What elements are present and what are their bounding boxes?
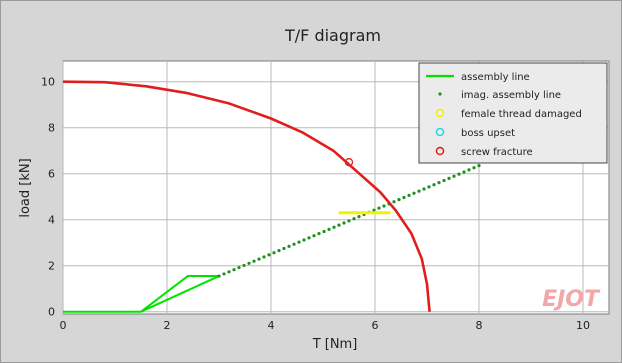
series-imag-assembly-line-point [382, 204, 386, 208]
x-tick-label: 2 [164, 319, 171, 332]
series-imag-assembly-line-point [342, 221, 346, 225]
series-imag-assembly-line-point [377, 206, 381, 210]
series-imag-assembly-line-point [282, 246, 286, 251]
series-imag-assembly-line-point [302, 238, 306, 242]
series-imag-assembly-line-point [442, 178, 446, 183]
series-imag-assembly-line-point [352, 217, 356, 221]
ejot-watermark-logo: EJOT [542, 287, 601, 312]
series-imag-assembly-line-point [237, 265, 241, 270]
series-imag-assembly-line-point [312, 234, 316, 238]
series-imag-assembly-line-point [287, 244, 291, 248]
series-imag-assembly-line-point [227, 270, 231, 274]
series-imag-assembly-line-point [347, 219, 351, 223]
series-imag-assembly-line-point [262, 255, 266, 259]
series-imag-assembly-line-point [357, 215, 361, 219]
x-tick-label: 10 [576, 319, 590, 332]
series-imag-assembly-line-point [392, 200, 396, 204]
grid-lines [62, 61, 609, 314]
series-imag-assembly-line-point [417, 189, 421, 193]
legend-swatch-screw-fracture [435, 146, 445, 156]
series-imag-assembly-line-point [327, 227, 331, 231]
series-imag-assembly-line-point [407, 193, 411, 197]
series-imag-assembly-line-point [402, 195, 406, 200]
tick-labels: 0 2 4 6 8 10 0 2 4 6 8 10 [41, 76, 590, 332]
y-tick-label: 6 [48, 168, 55, 181]
series-imag-assembly-line-point [437, 181, 441, 185]
y-axis-label: load [kN] [18, 158, 33, 217]
series-imag-assembly-line-point [432, 183, 436, 187]
legend-item-female-thread-damaged: female thread damaged [435, 108, 582, 120]
series-imag-assembly-line-point [247, 261, 251, 265]
series-imag-assembly-line-point [232, 268, 236, 272]
series-imag-assembly-line-point [242, 263, 246, 268]
legend-label-assembly-line: assembly line [461, 72, 530, 83]
x-tick-label: 4 [268, 319, 275, 332]
legend-item-screw-fracture: screw fracture [435, 146, 533, 158]
series-imag-assembly-line-point [337, 223, 341, 227]
series-imag-assembly-line-point [252, 259, 256, 263]
series-imag-assembly-line-point [472, 166, 476, 170]
series-imag-assembly-line-point [277, 248, 281, 253]
series-imag-assembly-line-point [257, 257, 261, 261]
y-tick-label: 0 [48, 306, 55, 319]
series-imag-assembly-line-point [412, 191, 416, 195]
series-imag-assembly-line-point [292, 242, 296, 246]
y-tick-label: 4 [48, 214, 55, 227]
series-imag-assembly-line-point [272, 251, 276, 255]
series-imag-assembly-line-point [267, 253, 271, 257]
x-axis-label: T [Nm] [312, 337, 358, 352]
legend-item-assembly-line: assembly line [426, 72, 530, 83]
series-imag-assembly-line-point [422, 187, 426, 191]
x-tick-label: 6 [372, 319, 379, 332]
chart-title: T/F diagram [284, 26, 381, 45]
series-imag-assembly-line-point [217, 274, 221, 278]
legend-label-boss-upset: boss upset [461, 128, 515, 139]
y-tick-label: 2 [48, 260, 55, 273]
series-imag-assembly-line-point [447, 176, 451, 180]
series-imag-assembly-line-point [297, 240, 301, 244]
legend-item-boss-upset: boss upset [435, 127, 515, 139]
series-imag-assembly-line-point [307, 236, 311, 240]
series-layer [62, 80, 481, 313]
y-tick-label: 10 [41, 76, 55, 89]
x-tick-label: 8 [476, 319, 483, 332]
series-assembly-line [63, 275, 220, 313]
series-imag-assembly-line-point [222, 272, 226, 276]
series-imag-assembly-line-point [457, 172, 461, 176]
series-imag-assembly-line-point [397, 198, 401, 202]
legend-swatch-imag-assembly-line [438, 92, 442, 96]
legend-label-screw-fracture: screw fracture [461, 147, 533, 158]
y-tick-label: 8 [48, 122, 55, 135]
series-imag-assembly-line-point [462, 170, 466, 174]
series-imag-assembly-line-point [452, 174, 456, 178]
legend-swatch-boss-upset [435, 127, 445, 137]
legend-label-imag-assembly-line: imag. assembly line [461, 90, 561, 101]
x-tick-label: 0 [60, 319, 67, 332]
legend-item-imag-assembly-line: imag. assembly line [438, 90, 561, 101]
series-screw-fracture [62, 80, 431, 312]
legend-box [418, 62, 608, 164]
legend: assembly line imag. assembly line female… [418, 62, 608, 164]
series-imag-assembly-line-point [467, 168, 471, 172]
series-screw-fracture-marker [344, 158, 354, 167]
series-imag-assembly-line-point [317, 231, 321, 236]
legend-swatch-female-thread-damaged [435, 108, 445, 118]
series-imag-assembly-line-point [372, 208, 376, 212]
series-imag-assembly-line-point [427, 185, 431, 189]
legend-label-female-thread-damaged: female thread damaged [461, 109, 582, 120]
series-imag-assembly-line-point [332, 225, 336, 229]
series-imag-assembly-line-point [477, 164, 481, 168]
series-imag-assembly-line-point [322, 229, 326, 234]
